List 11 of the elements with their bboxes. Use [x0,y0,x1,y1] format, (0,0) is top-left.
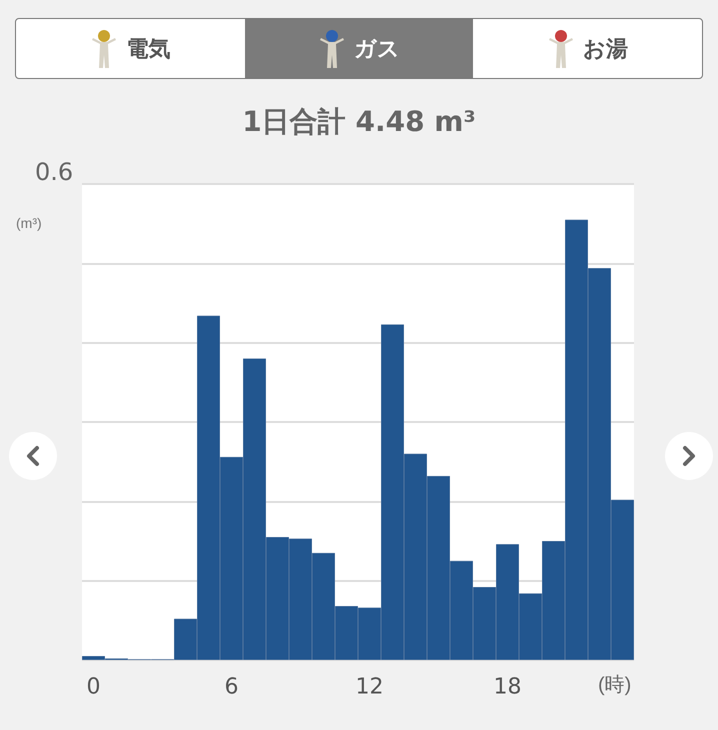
x-tick-label: 6 [224,674,238,700]
x-tick-label: 0 [86,674,100,700]
text: お湯 [583,36,628,64]
y-tick-label: 0.6 [35,158,74,186]
y-axis-title: (m³) [16,215,42,231]
x-axis-title: (時) [598,674,632,696]
x-tick-label: 12 [356,674,384,700]
chart-title: 1日合計 4.48 m³ [241,104,477,140]
text: 電気 [126,36,170,64]
text: ガス [354,36,400,64]
x-tick-label: 18 [494,674,522,700]
